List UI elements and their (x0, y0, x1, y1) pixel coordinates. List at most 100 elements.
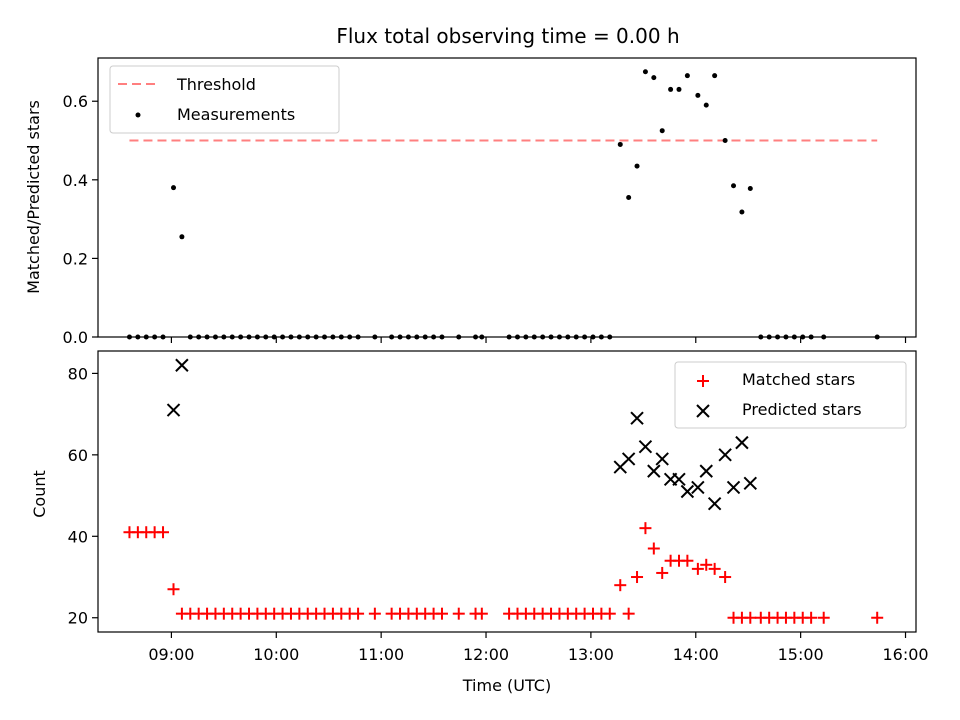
measurement-point (676, 86, 682, 92)
predicted-star-marker (655, 452, 669, 466)
measurement-point (171, 185, 177, 191)
predicted-stars-points (166, 358, 758, 511)
top-y-ticks: 0.0 0.2 0.4 0.6 (63, 92, 98, 347)
measurement-point (684, 73, 690, 79)
predicted-star-marker-b (655, 452, 669, 466)
predicted-star-marker (647, 464, 661, 478)
top-y-axis-label: Matched/Predicted stars (24, 100, 43, 294)
predicted-star-marker-b (699, 464, 713, 478)
predicted-star-marker-b (175, 358, 189, 372)
legend-measurements-swatch (135, 112, 141, 118)
matched-star-marker (452, 607, 465, 620)
measurement-point (617, 141, 623, 147)
predicted-star-marker (707, 497, 722, 511)
matched-stars-points (123, 522, 884, 624)
matched-star-marker (167, 583, 180, 596)
measurement-point (634, 163, 640, 169)
measurement-point (659, 128, 665, 134)
top-legend: Threshold Measurements (109, 65, 340, 134)
x-tick-label: 13:00 (568, 645, 614, 664)
measurement-point (747, 185, 753, 191)
measurement-point (703, 102, 709, 108)
legend-predicted-label: Predicted stars (742, 400, 862, 419)
matched-star-marker (435, 607, 448, 620)
x-tick-label: 12:00 (463, 645, 509, 664)
predicted-star-marker-b (638, 439, 653, 454)
top-y-tick-label: 0.0 (63, 328, 88, 347)
matched-star-marker (805, 611, 818, 624)
measurement-point (712, 73, 718, 79)
measurement-point (626, 195, 632, 200)
predicted-star-marker (175, 358, 189, 372)
predicted-star-marker-b (735, 435, 749, 450)
matched-star-marker (475, 607, 488, 620)
legend-predicted-swatch (696, 404, 710, 418)
legend-threshold-label: Threshold (176, 75, 256, 94)
bottom-y-axis-label: Count (30, 470, 49, 518)
predicted-star-marker (726, 480, 741, 495)
bottom-x-ticks: 09:00 10:00 11:00 12:00 13:00 14:00 15:00 16:00 (148, 632, 929, 664)
predicted-star-marker-b (166, 403, 181, 417)
chart-title: Flux total observing time = 0.00 h (336, 24, 679, 48)
matched-star-marker (352, 607, 365, 620)
predicted-star-marker-b (691, 480, 705, 495)
predicted-star-marker (735, 435, 749, 450)
measurement-point (651, 75, 657, 81)
measurement-point (642, 69, 648, 75)
matched-star-marker (744, 611, 757, 624)
matched-star-marker (691, 562, 704, 575)
matched-star-marker (639, 522, 652, 535)
predicted-star-marker-b (707, 497, 722, 511)
x-axis-label: Time (UTC) (462, 676, 551, 695)
top-y-tick-label: 0.4 (63, 171, 88, 190)
top-axes-frame (97, 57, 917, 338)
measurement-point (179, 234, 185, 240)
bottom-legend-box (674, 361, 907, 429)
matched-star-marker (871, 611, 884, 624)
matched-star-marker (681, 554, 694, 567)
top-panel: 0.0 0.2 0.4 0.6 Matched/Predicted stars Thr… (24, 57, 917, 347)
top-y-tick-label: 0.2 (63, 249, 88, 268)
matched-star-marker (647, 542, 660, 555)
bottom-y-tick-label: 20 (68, 609, 88, 628)
bottom-y-tick-label: 60 (68, 446, 88, 465)
predicted-star-marker-b (726, 480, 741, 495)
matched-star-marker (708, 562, 721, 575)
matched-star-marker (157, 526, 170, 539)
x-tick-label: 10:00 (253, 645, 299, 664)
matched-star-marker (719, 571, 732, 584)
bottom-y-tick-label: 40 (68, 527, 88, 546)
predicted-star-marker (691, 480, 705, 495)
predicted-star-marker-b (672, 472, 686, 486)
predicted-star-marker (680, 484, 695, 499)
predicted-star-marker (630, 411, 644, 425)
predicted-star-marker-b (743, 476, 758, 491)
matched-star-marker (817, 611, 830, 624)
predicted-star-marker-b (718, 448, 732, 462)
measurement-point (668, 86, 674, 92)
x-tick-label: 16:00 (882, 645, 928, 664)
matched-star-marker (656, 566, 669, 579)
legend-matched-label: Matched stars (742, 370, 855, 389)
predicted-star-marker (638, 439, 653, 454)
measurement-point (739, 209, 745, 215)
predicted-star-marker-b (680, 484, 695, 499)
bottom-panel: 20 40 60 80 09:00 10:00 11:00 12:00 13:00 14:00 1… (30, 350, 929, 695)
predicted-star-marker-b (630, 411, 644, 425)
matched-star-marker (614, 579, 627, 592)
matched-star-marker (368, 607, 381, 620)
predicted-star-marker (743, 476, 758, 491)
x-tick-label: 14:00 (673, 645, 719, 664)
bottom-y-ticks: 20 40 60 80 (68, 364, 98, 628)
predicted-star-marker (621, 452, 636, 466)
measurement-point (731, 183, 737, 189)
legend-measurements-label: Measurements (177, 105, 295, 124)
predicted-star-marker (718, 448, 732, 462)
x-tick-label: 09:00 (148, 645, 194, 664)
matched-star-marker (622, 607, 635, 620)
matched-star-marker (631, 571, 644, 584)
x-tick-label: 11:00 (358, 645, 404, 664)
x-tick-label: 15:00 (778, 645, 824, 664)
matched-star-marker (700, 558, 713, 571)
